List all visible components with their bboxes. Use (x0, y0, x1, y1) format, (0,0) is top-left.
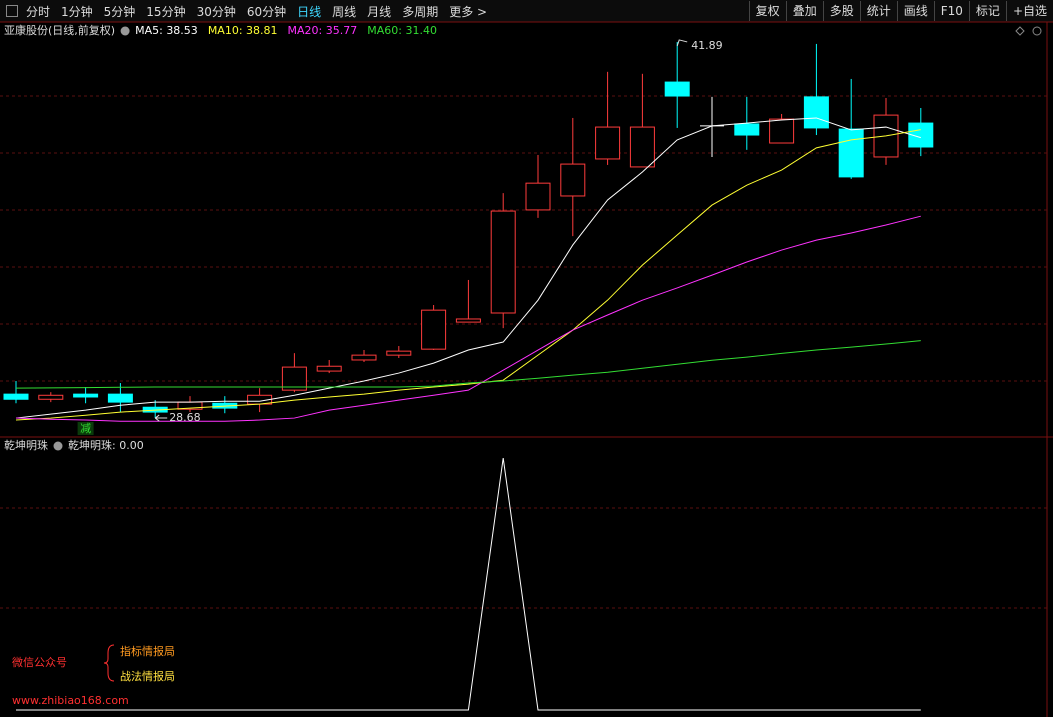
legend-name: MA20 (288, 24, 319, 37)
candle-body (490, 210, 516, 314)
legend-value: 35.77 (326, 24, 358, 37)
legend-value: 0.00 (119, 439, 144, 452)
candle-body (560, 163, 586, 197)
period-tab[interactable]: 月线 (367, 4, 392, 19)
toolbar: 分时 1分钟 5分钟 15分钟 30分钟 60分钟 日线 周线 月线 多周期 更多 > 复权 叠加 多股统… (0, 0, 1053, 22)
period-tab[interactable]: 分时 (26, 4, 51, 19)
candle-body (316, 365, 342, 372)
chart-icon (1032, 26, 1042, 36)
signal-box (77, 422, 94, 435)
period-tab[interactable]: 多周期 (402, 4, 439, 19)
legend-name: MA5 (135, 24, 159, 37)
candle-body (281, 366, 307, 391)
signal-label: 减 (80, 422, 91, 435)
legend-entry: MA20: 35.77 (288, 24, 358, 37)
legend-name: MA60 (367, 24, 398, 37)
period-tab[interactable]: 日线 (297, 4, 322, 19)
legend-entry: 乾坤明珠: 0.00 (68, 438, 144, 452)
candle-body (525, 182, 551, 211)
legend-entry: MA60: 31.40 (367, 24, 437, 37)
candle-body (455, 318, 481, 323)
max-label: 41.89 (691, 39, 723, 52)
watermark-brace (103, 644, 115, 682)
chart-title: 乾坤明珠 (4, 438, 48, 452)
candle-body (908, 122, 934, 148)
candle-body (769, 118, 795, 144)
legend-name: 乾坤明珠 (68, 438, 112, 452)
candle-body (595, 126, 621, 160)
legend-name: MA10 (208, 24, 239, 37)
watermark-name: 战法情报局 (120, 669, 175, 683)
period-tabs: 分时 1分钟 5分钟 15分钟 30分钟 60分钟 日线 周线 月线 多周期 更多 > (26, 3, 487, 20)
min-marker (154, 414, 168, 422)
candle-body (38, 394, 64, 400)
period-tab[interactable]: 周线 (332, 4, 357, 19)
legend-value: 31.40 (405, 24, 437, 37)
tool-buttons: 复权 叠加 多股 统计 画线 F10 标记 +自选 (748, 1, 1053, 21)
tool-button[interactable]: 统计 (859, 1, 897, 21)
candle-body (838, 128, 864, 178)
max-marker (676, 39, 688, 47)
ma-line (15, 117, 921, 419)
tool-button[interactable]: +自选 (1005, 1, 1053, 21)
tool-button[interactable]: 多股 (822, 1, 860, 21)
legend-sep: : (239, 24, 246, 37)
legend-icon (53, 441, 63, 451)
tool-button[interactable]: 标记 (968, 1, 1006, 21)
tool-button[interactable]: F10 (933, 1, 969, 21)
period-tab[interactable]: 5分钟 (103, 4, 136, 19)
tool-button[interactable]: 叠加 (785, 1, 823, 21)
chart-icon (1015, 26, 1025, 36)
min-label: 28.68 (169, 411, 201, 424)
candle-body (421, 309, 447, 350)
candle-body (734, 123, 760, 136)
period-tab[interactable]: 15分钟 (146, 4, 186, 19)
candle-body (386, 350, 412, 356)
legend-icon (120, 26, 130, 36)
period-tab[interactable]: 1分钟 (61, 4, 93, 19)
legend-sep: : (319, 24, 326, 37)
candle-body (629, 126, 655, 168)
ma-line (16, 458, 921, 711)
candle-body (3, 393, 29, 400)
candle-body (351, 354, 377, 361)
legend-sep: : (159, 24, 166, 37)
legend-entry: MA5: 38.53 (135, 24, 198, 37)
tool-button[interactable]: 画线 (896, 1, 934, 21)
watermark-account: 微信公众号 (12, 655, 67, 669)
period-tab[interactable]: 更多 > (449, 4, 488, 19)
watermark-url: www.zhibiao168.com (12, 694, 129, 707)
candle-body (664, 81, 690, 97)
legend-sep: : (398, 24, 405, 37)
legend-sep: : (112, 439, 119, 452)
legend-value: 38.81 (246, 24, 278, 37)
ma-line (15, 129, 921, 421)
legend-entry: MA10: 38.81 (208, 24, 278, 37)
chart-title: 亚康股份(日线,前复权) (4, 23, 115, 37)
watermark-name: 指标情报局 (120, 644, 175, 658)
period-tab[interactable]: 60分钟 (246, 4, 287, 19)
ma-line (15, 215, 921, 422)
candle-body (107, 393, 133, 403)
legend-value: 38.53 (166, 24, 198, 37)
candle-body (73, 393, 99, 398)
menu-icon[interactable] (6, 5, 18, 17)
period-tab[interactable]: 30分钟 (196, 4, 236, 19)
tool-button[interactable]: 复权 (748, 1, 786, 21)
ma-line (15, 340, 921, 389)
candle-body (803, 96, 829, 129)
